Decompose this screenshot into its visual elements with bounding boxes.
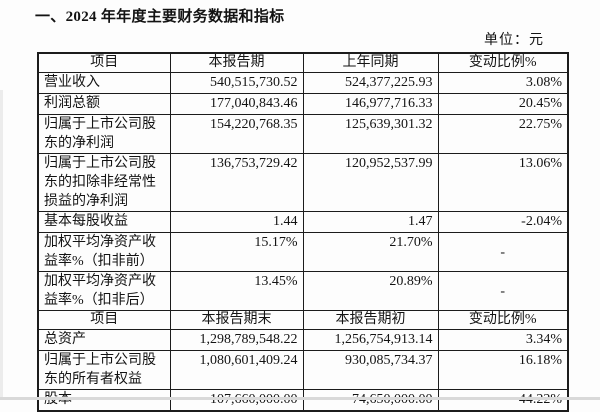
- cell-item: 股本: [37, 389, 171, 412]
- cell-prior: 146,977,716.33: [302, 93, 439, 115]
- cell-item: 加权平均净资产收益率%（扣非后）: [37, 271, 171, 311]
- header-change-ratio: 变动比例%: [437, 52, 569, 73]
- cell-item: 归属于上市公司股东的扣除非经常性损益的净利润: [37, 153, 171, 212]
- cell-item: 加权平均净资产收益率%（扣非前）: [37, 232, 171, 272]
- cell-change: 3.08%: [437, 72, 569, 94]
- cell-prior: 21.70%: [302, 232, 439, 272]
- cell-item: 归属于上市公司股东的所有者权益: [37, 350, 171, 390]
- cell-current: 13.45%: [169, 271, 304, 311]
- header-period-end: 本报告期末: [169, 310, 304, 330]
- cell-change: 22.75%: [437, 114, 569, 154]
- header-current-period: 本报告期: [169, 52, 304, 73]
- cell-change: 3.34%: [437, 329, 569, 351]
- cell-change: 44.22%: [437, 389, 569, 412]
- cell-item: 营业收入: [37, 72, 171, 94]
- cell-prior: 930,085,734.37: [302, 350, 439, 390]
- cell-current: 1.44: [169, 211, 304, 233]
- cell-prior: 20.89%: [302, 271, 439, 311]
- financial-table: 项目 本报告期 上年同期 变动比例% 营业收入 540,515,730.52 5…: [37, 52, 569, 412]
- cell-change: -2.04%: [437, 211, 569, 233]
- table-row-total-assets: 总资产 1,298,789,548.22 1,256,754,913.14 3.…: [37, 329, 569, 351]
- cell-current: 136,753,729.42: [169, 153, 304, 212]
- cell-current: 1,298,789,548.22: [169, 329, 304, 351]
- table-row-net-profit: 归属于上市公司股东的净利润 154,220,768.35 125,639,301…: [37, 114, 569, 154]
- table-row-roe-before: 加权平均净资产收益率%（扣非前） 15.17% 21.70% -: [37, 232, 569, 272]
- cell-current: 15.17%: [169, 232, 304, 272]
- table2-header-row: 项目 本报告期末 本报告期初 变动比例%: [37, 310, 569, 330]
- cell-prior: 125,639,301.32: [302, 114, 439, 154]
- header-item: 项目: [37, 310, 171, 330]
- header-item: 项目: [37, 52, 171, 73]
- cell-prior: 524,377,225.93: [302, 72, 439, 94]
- document-page: 一、2024 年年度主要财务数据和指标 单位：元 项目 本报告期 上年同期 变动…: [0, 9, 600, 412]
- cell-change: 13.06%: [437, 153, 569, 212]
- cell-change: 16.18%: [437, 350, 569, 390]
- cell-current: 107,660,000.00: [169, 389, 304, 412]
- table-row-total-profit: 利润总额 177,040,843.46 146,977,716.33 20.45…: [37, 93, 569, 115]
- table-row-share-capital: 股本 107,660,000.00 74,650,000.00 44.22%: [37, 389, 569, 412]
- cell-change: 20.45%: [437, 93, 569, 115]
- table-row-roe-after: 加权平均净资产收益率%（扣非后） 13.45% 20.89% -: [37, 271, 569, 311]
- table1-header-row: 项目 本报告期 上年同期 变动比例%: [37, 52, 569, 73]
- page-title: 一、2024 年年度主要财务数据和指标: [35, 9, 285, 25]
- cell-current: 154,220,768.35: [169, 114, 304, 154]
- table-row-owners-equity: 归属于上市公司股东的所有者权益 1,080,601,409.24 930,085…: [37, 350, 569, 390]
- cell-prior: 1.47: [302, 211, 439, 233]
- header-change-ratio: 变动比例%: [437, 310, 569, 330]
- scan-edge-artifact: [0, 397, 600, 400]
- scan-edge-artifact: [0, 90, 3, 400]
- cell-current: 177,040,843.46: [169, 93, 304, 115]
- unit-label: 单位：元: [484, 33, 544, 48]
- cell-change: -: [437, 271, 569, 311]
- cell-prior: 120,952,537.99: [302, 153, 439, 212]
- cell-item: 归属于上市公司股东的净利润: [37, 114, 171, 154]
- cell-change: -: [437, 232, 569, 272]
- cell-item: 基本每股收益: [37, 211, 171, 233]
- cell-current: 540,515,730.52: [169, 72, 304, 94]
- table-row-revenue: 营业收入 540,515,730.52 524,377,225.93 3.08%: [37, 72, 569, 94]
- table-row-net-profit-excl-nonrecurring: 归属于上市公司股东的扣除非经常性损益的净利润 136,753,729.42 12…: [37, 153, 569, 212]
- cell-item: 利润总额: [37, 93, 171, 115]
- cell-prior: 74,650,000.00: [302, 389, 439, 412]
- header-period-begin: 本报告期初: [302, 310, 439, 330]
- cell-prior: 1,256,754,913.14: [302, 329, 439, 351]
- header-prior-period: 上年同期: [302, 52, 439, 73]
- cell-item: 总资产: [37, 329, 171, 351]
- cell-current: 1,080,601,409.24: [169, 350, 304, 390]
- table-row-basic-eps: 基本每股收益 1.44 1.47 -2.04%: [37, 211, 569, 233]
